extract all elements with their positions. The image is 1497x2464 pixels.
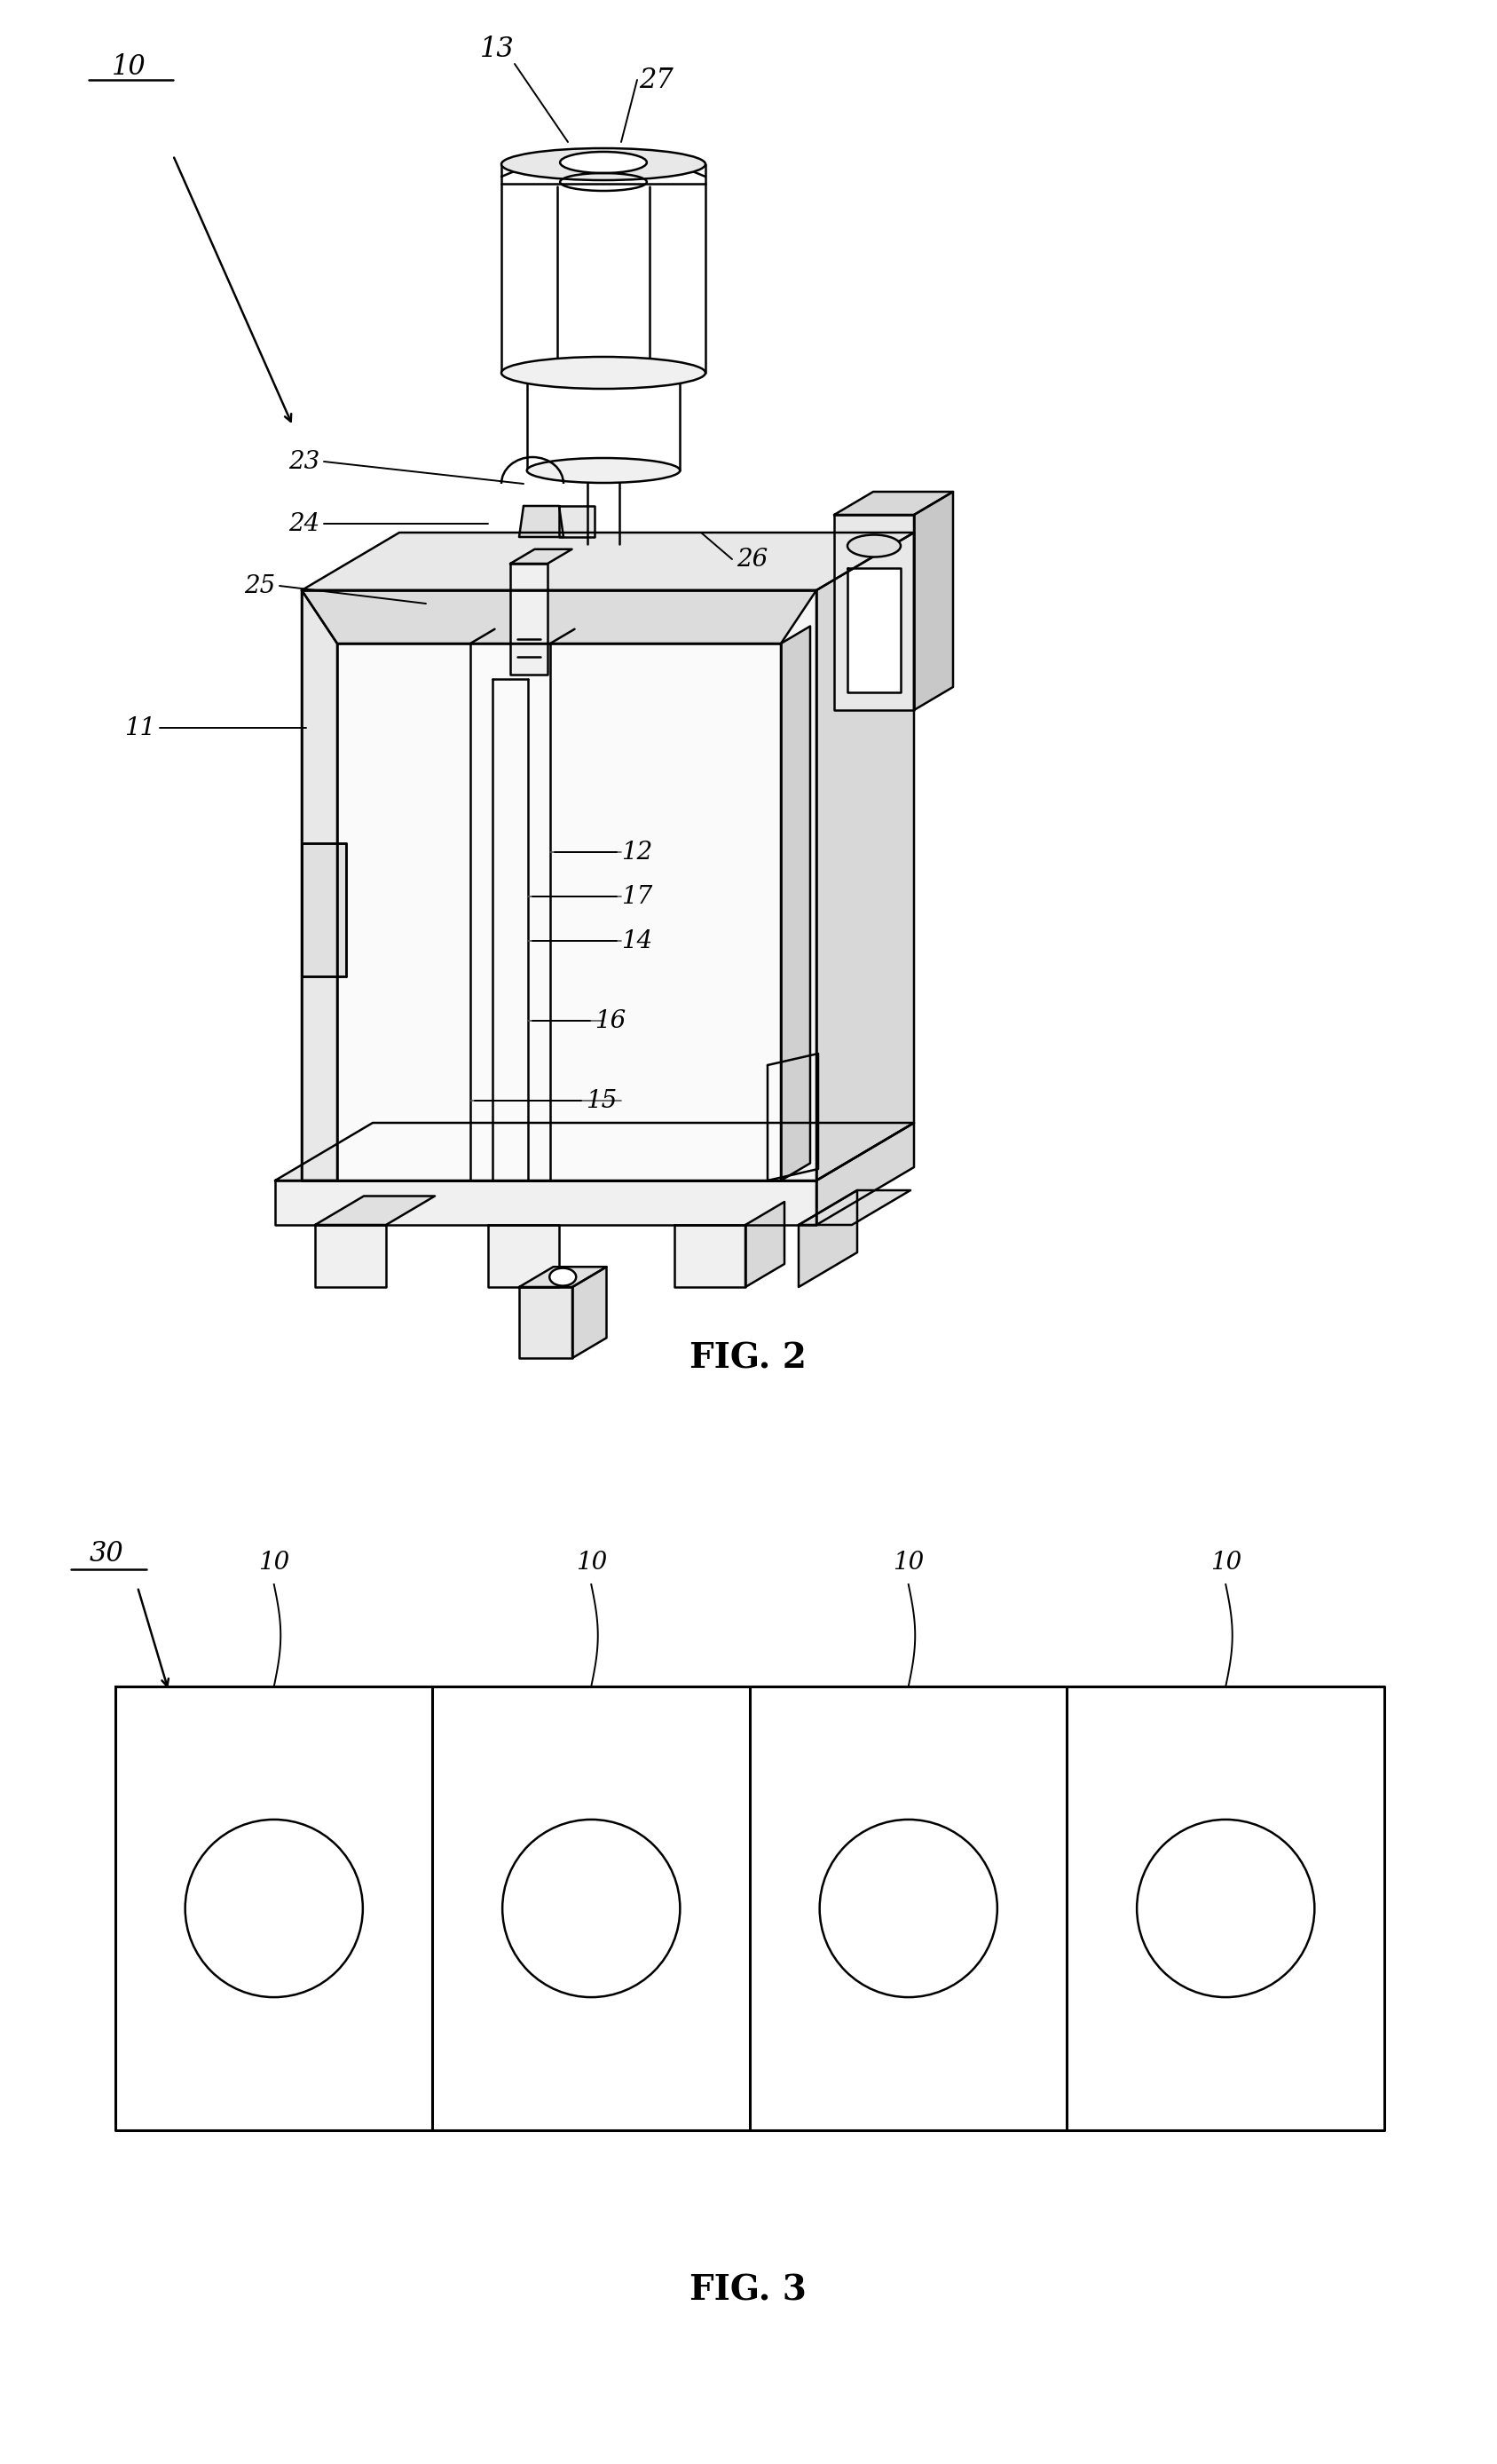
Polygon shape	[572, 1266, 606, 1358]
Text: 10: 10	[259, 1550, 289, 1574]
Text: 14: 14	[621, 929, 653, 954]
Polygon shape	[915, 493, 954, 710]
Polygon shape	[302, 591, 816, 1180]
Text: 30: 30	[90, 1540, 124, 1567]
Text: 10: 10	[575, 1550, 606, 1574]
Text: 10: 10	[111, 52, 145, 81]
Polygon shape	[302, 843, 346, 976]
Text: FIG. 3: FIG. 3	[690, 2274, 807, 2306]
Ellipse shape	[501, 357, 705, 389]
Ellipse shape	[847, 535, 901, 557]
Polygon shape	[519, 505, 563, 537]
Polygon shape	[302, 532, 915, 591]
Polygon shape	[275, 1124, 915, 1180]
Text: 26: 26	[737, 547, 768, 572]
Polygon shape	[275, 1180, 816, 1225]
Polygon shape	[314, 1225, 386, 1286]
Text: 17: 17	[621, 885, 653, 909]
Polygon shape	[834, 515, 915, 710]
Polygon shape	[519, 1286, 572, 1358]
Text: 10: 10	[892, 1550, 924, 1574]
Polygon shape	[337, 643, 781, 1180]
Ellipse shape	[501, 148, 705, 180]
Text: FIG. 2: FIG. 2	[690, 1340, 807, 1375]
Polygon shape	[510, 549, 572, 564]
Polygon shape	[847, 569, 901, 692]
Polygon shape	[798, 1190, 858, 1286]
Text: 11: 11	[124, 717, 156, 739]
Ellipse shape	[549, 1269, 576, 1286]
Polygon shape	[314, 1195, 434, 1225]
Polygon shape	[519, 1266, 606, 1286]
Text: 24: 24	[289, 513, 319, 535]
Polygon shape	[746, 1202, 784, 1286]
Ellipse shape	[527, 458, 680, 483]
Polygon shape	[558, 505, 594, 537]
Polygon shape	[488, 1225, 558, 1286]
Polygon shape	[834, 493, 954, 515]
Polygon shape	[798, 1190, 910, 1225]
Polygon shape	[781, 626, 810, 1180]
Polygon shape	[816, 532, 915, 1180]
Polygon shape	[675, 1225, 746, 1286]
Ellipse shape	[560, 153, 647, 172]
Text: 16: 16	[594, 1008, 626, 1032]
Polygon shape	[302, 591, 337, 1180]
Polygon shape	[302, 591, 816, 643]
Text: 23: 23	[289, 448, 319, 473]
Text: 12: 12	[621, 840, 653, 865]
Polygon shape	[816, 1124, 915, 1225]
Text: 15: 15	[585, 1089, 617, 1114]
Text: 25: 25	[244, 574, 275, 599]
Text: 13: 13	[479, 34, 513, 62]
Text: 27: 27	[639, 67, 674, 94]
Polygon shape	[510, 564, 548, 675]
Text: 10: 10	[1210, 1550, 1241, 1574]
